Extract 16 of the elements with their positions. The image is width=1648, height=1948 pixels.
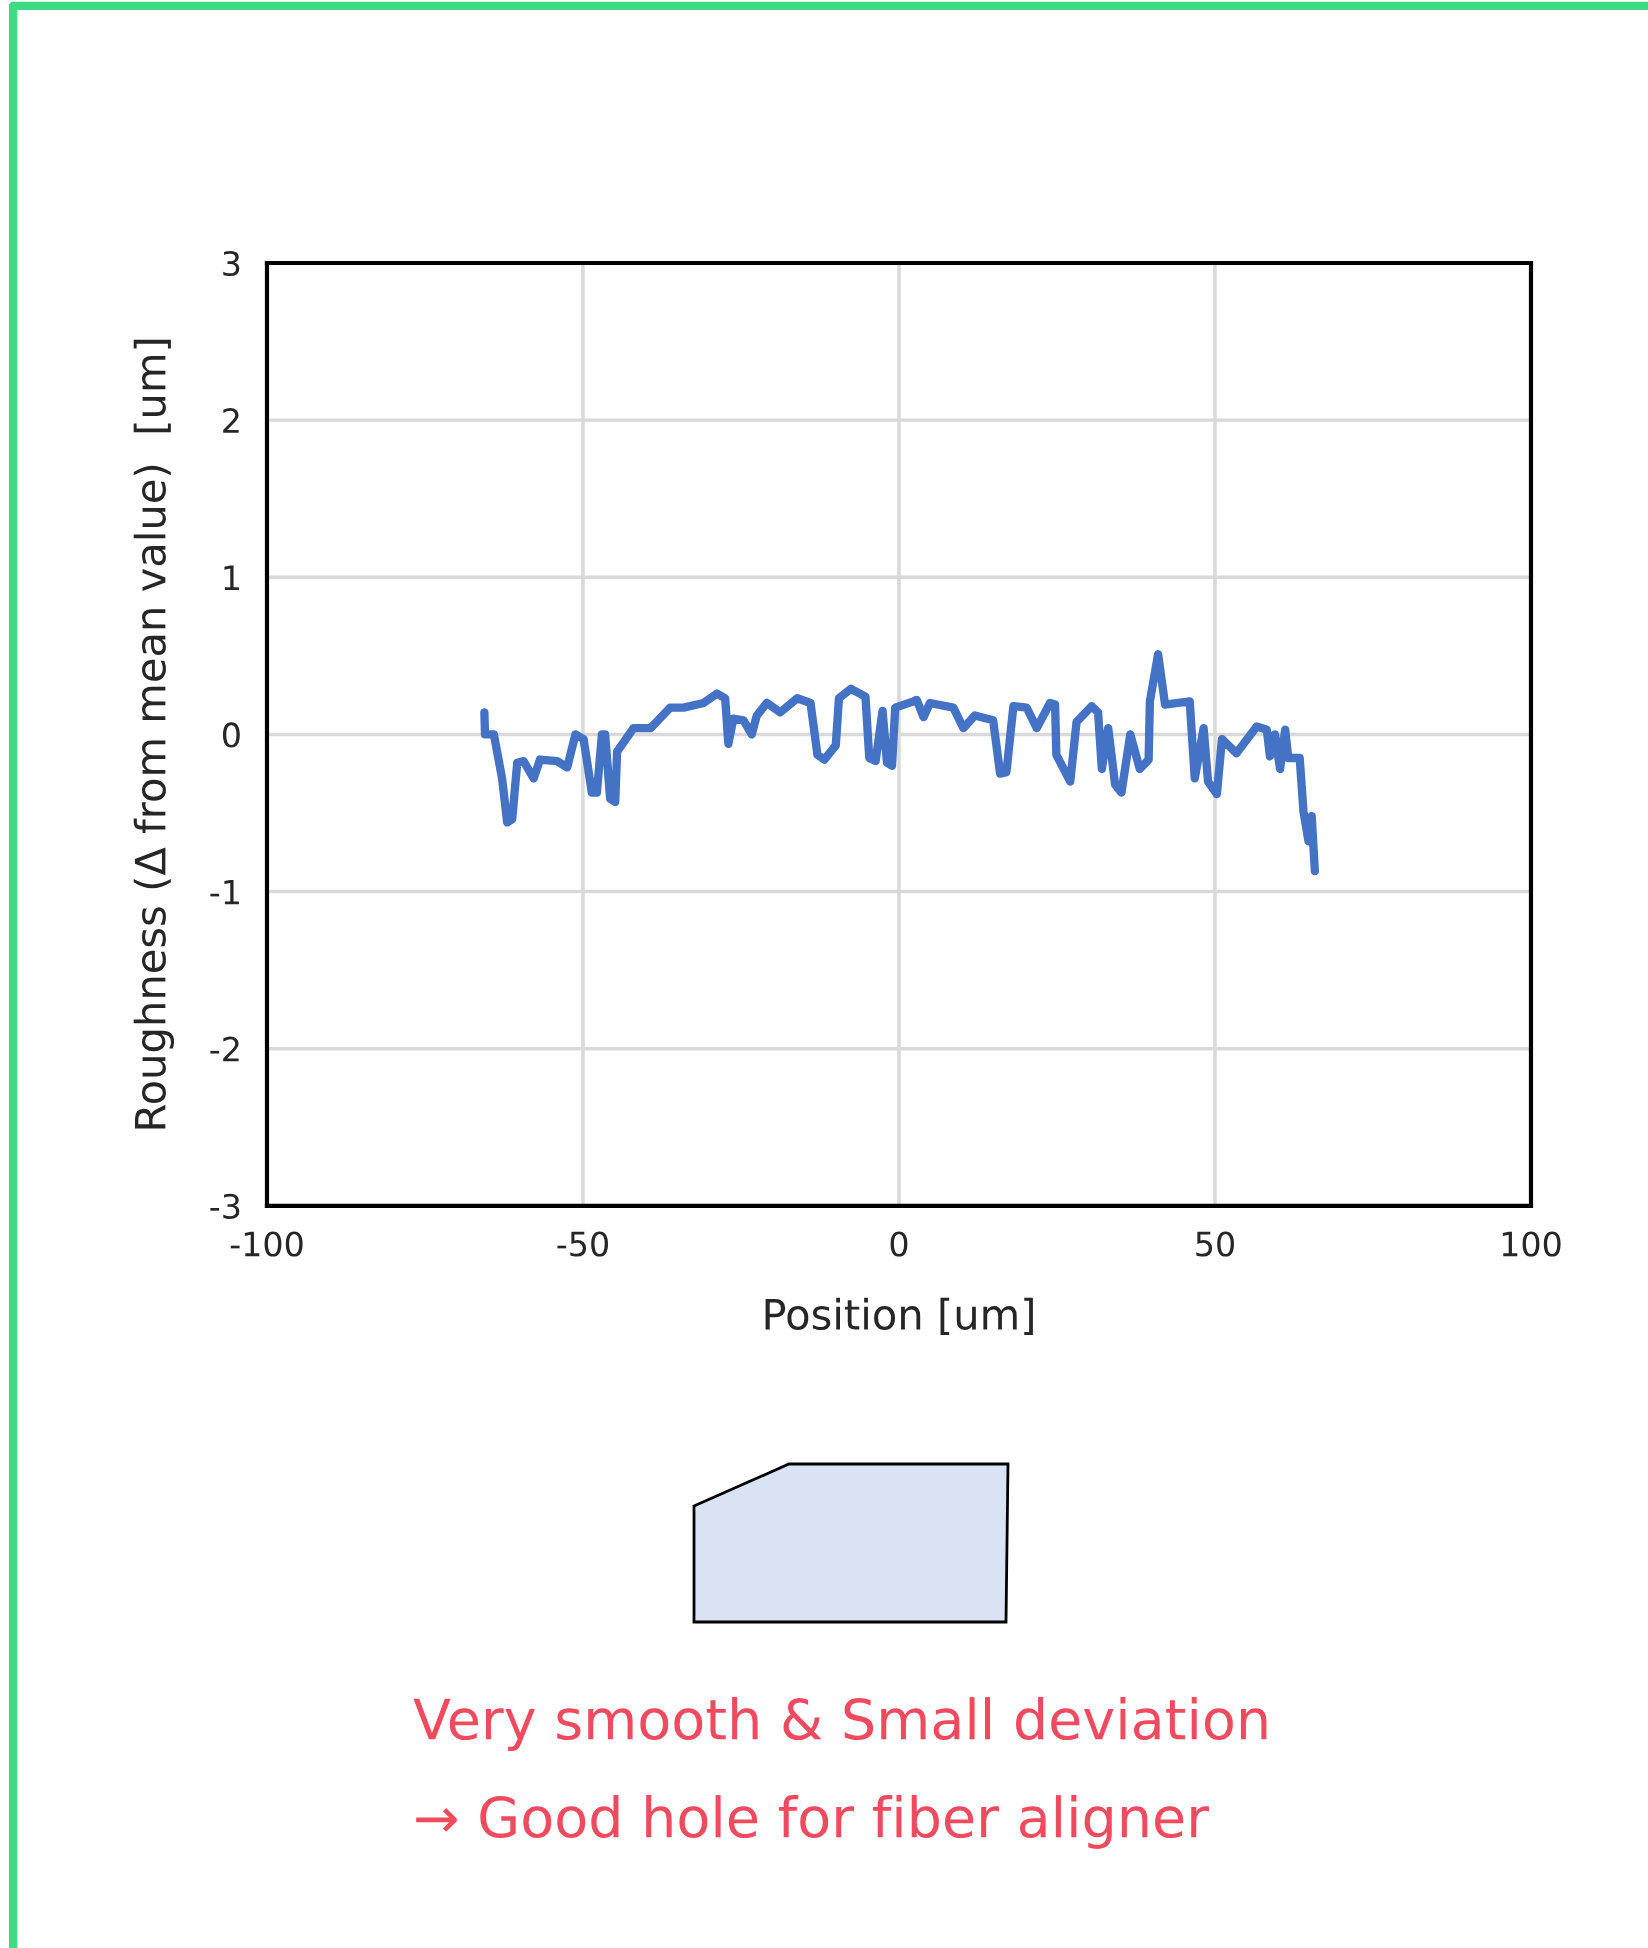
- y-tick-label: 0: [222, 722, 240, 748]
- text: Very smooth & Small deviation: [413, 1697, 1267, 1751]
- y-tick-label: -3: [210, 1193, 240, 1219]
- text: → Good hole for fiber aligner: [416, 1795, 1210, 1849]
- x-tick-label: 100: [1502, 1231, 1561, 1257]
- x-tick-label: -50: [557, 1231, 608, 1257]
- x-tick-label: -100: [230, 1231, 303, 1257]
- x-axis-title: Position [um]: [765, 1297, 1033, 1335]
- x-tick-label: 0: [890, 1231, 908, 1257]
- y-tick-label: 1: [224, 565, 239, 590]
- y-axis-title: Roughness (Δ from mean value) [um]: [133, 339, 175, 1129]
- x-tick-label: 50: [1196, 1231, 1234, 1257]
- y-tick-label: 2: [223, 408, 239, 433]
- y-tick-label: -2: [210, 1036, 239, 1062]
- y-tick-label: -1: [210, 879, 239, 905]
- y-tick-label: 3: [223, 250, 240, 277]
